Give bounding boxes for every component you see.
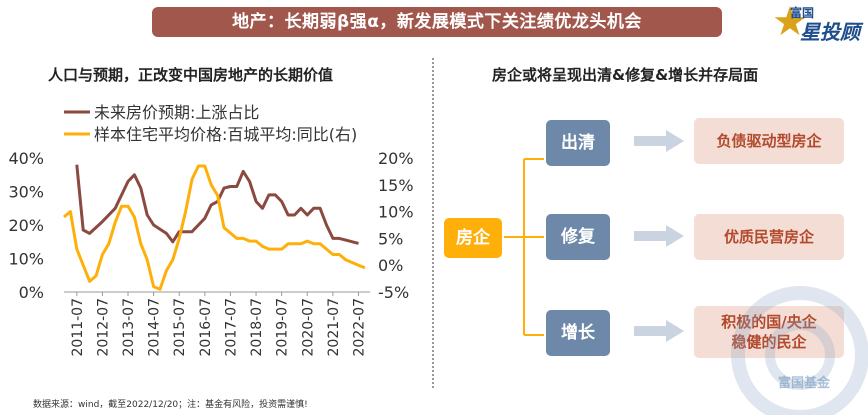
x-tick-label: 2022-07 — [351, 298, 367, 357]
x-tick-label: 2013-07 — [121, 298, 137, 357]
brand-logo: ★ 富国 星投顾 — [772, 0, 864, 46]
y-left-tick-label: 30% — [8, 183, 44, 202]
x-tick-label: 2014-07 — [147, 298, 163, 357]
footnote: 数据来源：wind，截至2022/12/20；注：基金有风险，投资需谨慎! — [33, 400, 308, 410]
y-right-tick-label: 10% — [378, 203, 414, 222]
x-tick-label: 2015-07 — [172, 298, 188, 357]
result-debt-driven: 负债驱动型房企 — [694, 118, 844, 164]
x-tick-label: 2019-07 — [275, 298, 291, 357]
x-tick-label: 2020-07 — [300, 298, 316, 357]
node-growth: 增长 — [546, 310, 610, 356]
y-left-tick-label: 20% — [8, 216, 44, 235]
watermark-text: 富国基金 — [778, 376, 831, 391]
star-icon: ★ — [772, 0, 808, 45]
arrow-right-icon — [634, 320, 684, 342]
x-tick-label: 2017-07 — [223, 298, 239, 357]
y-right-tick-label: -5% — [378, 283, 409, 302]
y-left-tick-label: 10% — [8, 250, 44, 269]
center-node-house-developers: 房企 — [444, 218, 502, 258]
x-tick-label: 2011-07 — [70, 298, 86, 357]
y-right-tick-label: 15% — [378, 176, 414, 195]
arrow-right-icon — [634, 225, 684, 247]
y-right-tick-label: 0% — [378, 256, 403, 275]
node-clear-out: 出清 — [546, 120, 610, 166]
y-left-tick-label: 40% — [8, 149, 44, 168]
section-divider — [432, 58, 434, 388]
line-chart: 0% 10% 20% 30% 40% -5% 0% 5% 10% 15% 20% 2011-07 201… — [8, 103, 414, 357]
series-line-1 — [75, 164, 359, 245]
node-repair: 修复 — [546, 214, 610, 260]
x-tick-label: 2012-07 — [95, 298, 111, 357]
y-right-tick-label: 5% — [378, 229, 403, 248]
y-left-tick-label: 0% — [19, 283, 44, 302]
x-tick-label: 2021-07 — [326, 298, 342, 357]
right-section-title: 房企或将呈现出清&修复&增长并存局面 — [492, 66, 759, 84]
result-private-quality: 优质民营房企 — [694, 214, 844, 260]
legend-label-1: 未来房价预期:上涨占比 — [94, 103, 259, 122]
legend-label-2: 样本住宅平均价格:百城平均:同比(右) — [94, 125, 357, 144]
company-watermark-icon — [731, 286, 868, 415]
x-tick-label: 2016-07 — [198, 298, 214, 357]
series-line-2 — [63, 164, 366, 291]
y-right-tick-label: 20% — [378, 149, 414, 168]
result-state-owned: 积极的国/央企 稳健的民企 — [694, 306, 844, 358]
arrow-right-icon — [634, 130, 684, 152]
banner-title: 地产：长期弱β强α，新发展模式下关注绩优龙头机会 — [152, 7, 722, 37]
logo-line1: 富国 — [790, 6, 815, 20]
logo-line2: 星投顾 — [800, 20, 860, 44]
branch-connector — [504, 158, 544, 336]
left-section-title: 人口与预期，正改变中国房地产的长期价值 — [48, 66, 334, 84]
x-tick-label: 2018-07 — [249, 298, 265, 357]
